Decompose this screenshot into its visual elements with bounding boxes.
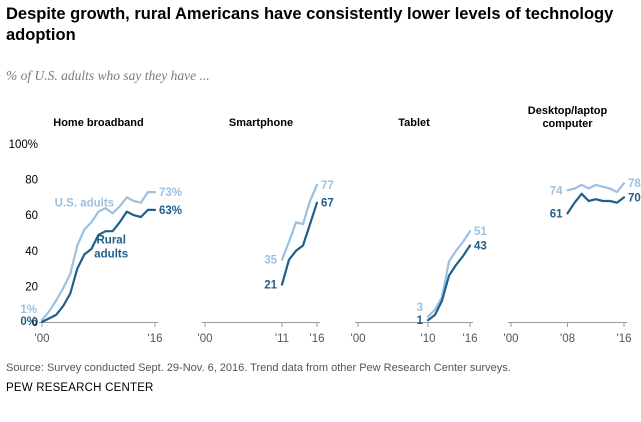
x-tick-label: '16: [310, 333, 325, 345]
rural-adults-line: [426, 244, 472, 322]
x-tick-label: '00: [35, 333, 50, 345]
y-tick-label: 60: [25, 210, 38, 222]
y-tick-label: 20: [25, 281, 38, 293]
panel-title: computer: [542, 118, 593, 130]
x-tick-label: '10: [421, 333, 436, 345]
x-tick-label: '00: [351, 333, 366, 345]
us-end-label: 77: [321, 180, 334, 192]
us-adults-line: [280, 183, 319, 261]
rural-adults-series-label: adults: [94, 249, 128, 261]
x-tick-label: '16: [463, 333, 478, 345]
y-tick-label: 80: [25, 175, 38, 187]
us-end-label: 51: [474, 226, 487, 238]
us-adults-line: [40, 191, 157, 322]
y-tick-label: 40: [25, 246, 38, 258]
rural-start-label: 61: [550, 208, 563, 220]
us-adults-line: [566, 182, 626, 194]
y-tick-label: 100%: [9, 139, 38, 151]
rural-start-label: 0%: [20, 316, 37, 328]
us-end-label: 73%: [159, 187, 182, 199]
us-start-label: 3: [417, 302, 423, 314]
rural-end-label: 63%: [159, 205, 182, 217]
us-start-label: 35: [264, 255, 277, 267]
us-adults-line: [426, 230, 472, 318]
panel-title: Smartphone: [229, 117, 293, 129]
x-tick-label: '08: [560, 333, 575, 345]
rural-adults-series-label: Rural: [97, 235, 126, 247]
chart-title: Despite growth, rural Americans have con…: [6, 5, 614, 44]
x-tick-label: '00: [504, 333, 519, 345]
rural-adults-line: [566, 192, 626, 215]
rural-start-label: 1: [417, 315, 424, 327]
us-start-label: 1%: [20, 304, 37, 316]
y-tick-label: 0: [32, 317, 38, 329]
org-name: PEW RESEARCH CENTER: [6, 382, 154, 394]
rural-end-label: 67: [321, 198, 334, 210]
line-chart: 0 20 40 60 80 100% Home broadband '00 '16 73% 63% 1…: [9, 105, 641, 345]
panel-title: Desktop/laptop: [528, 105, 608, 117]
panel-title: Tablet: [398, 117, 430, 129]
rural-adults-line: [280, 201, 319, 286]
chart-subtitle: % of U.S. adults who say they have ...: [6, 68, 210, 83]
source-note: Source: Survey conducted Sept. 29-Nov. 6…: [6, 362, 511, 374]
x-tick-label: '00: [198, 333, 213, 345]
us-end-label: 78: [628, 178, 641, 190]
rural-end-label: 70: [628, 192, 641, 204]
panel-title: Home broadband: [53, 117, 143, 129]
rural-adults-line: [40, 208, 157, 324]
x-tick-label: '16: [617, 333, 632, 345]
us-adults-series-label: U.S. adults: [55, 197, 114, 209]
rural-end-label: 43: [474, 240, 487, 252]
rural-start-label: 21: [264, 280, 277, 292]
x-tick-label: '11: [275, 333, 289, 345]
us-start-label: 74: [550, 185, 563, 197]
x-tick-label: '16: [148, 333, 163, 345]
